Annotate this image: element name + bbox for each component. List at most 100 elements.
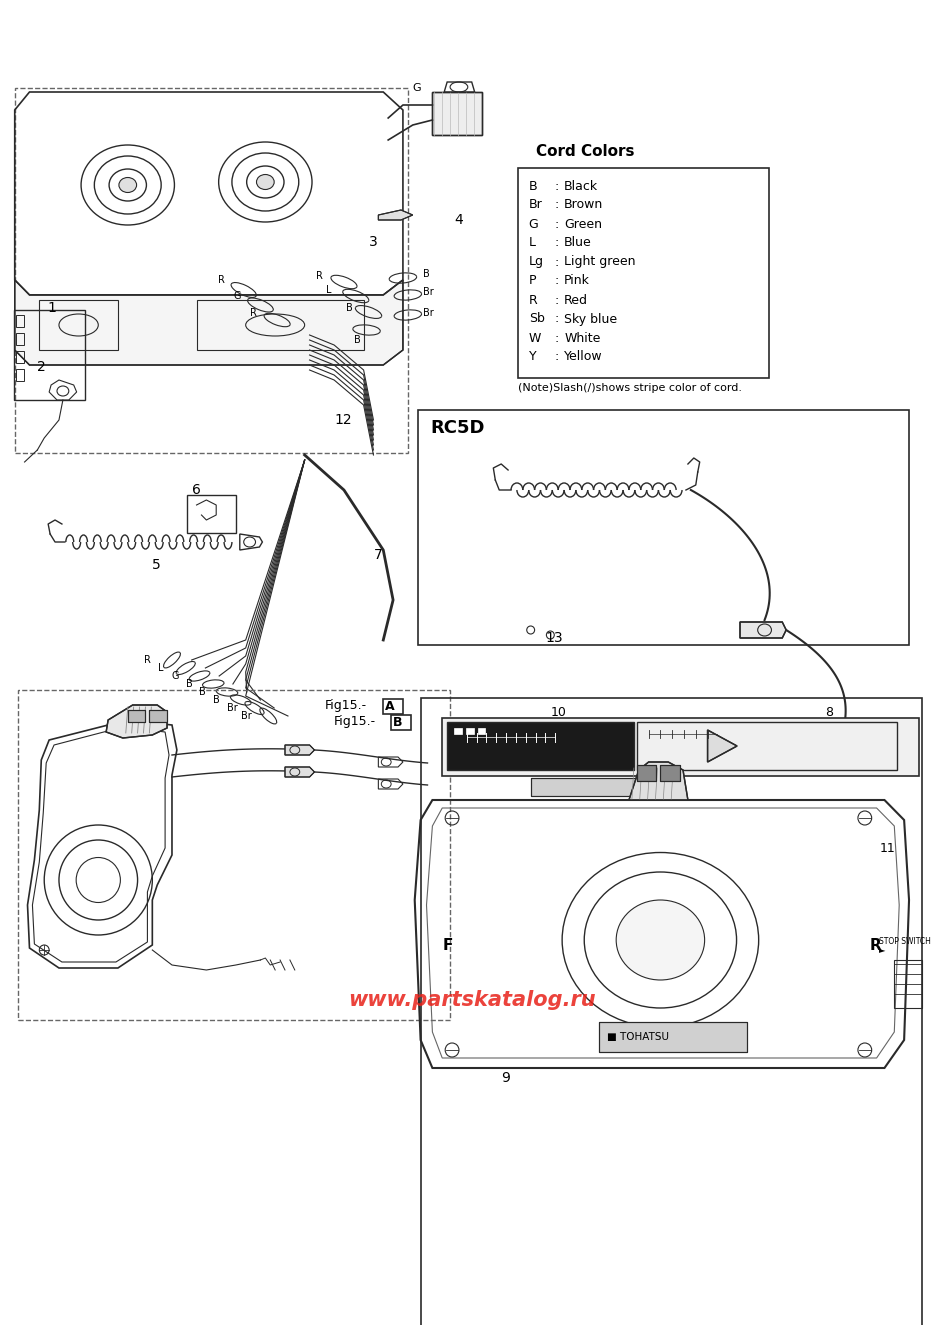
Polygon shape: [15, 280, 403, 364]
Text: 1: 1: [47, 301, 56, 315]
Text: Cord Colors: Cord Colors: [536, 144, 634, 159]
Bar: [391, 716, 411, 730]
Bar: [466, 727, 474, 734]
Text: Y: Y: [528, 351, 537, 363]
Bar: [478, 727, 485, 734]
Text: Lg: Lg: [528, 256, 543, 269]
Text: 9: 9: [501, 1071, 510, 1085]
Polygon shape: [285, 745, 315, 755]
Text: :: :: [555, 331, 558, 344]
Text: STOP SWITCH: STOP SWITCH: [879, 938, 931, 946]
Bar: [196, 299, 364, 350]
Text: Br: Br: [528, 199, 542, 212]
Text: 10: 10: [550, 705, 566, 718]
Text: Green: Green: [564, 217, 603, 231]
Text: W: W: [528, 331, 541, 344]
Text: 13: 13: [545, 631, 563, 645]
Text: B: B: [213, 696, 220, 705]
Text: :: :: [555, 236, 558, 249]
Text: Sb: Sb: [528, 313, 544, 326]
Text: B: B: [353, 335, 361, 345]
Ellipse shape: [617, 900, 705, 980]
Text: ■ TOHATSU: ■ TOHATSU: [607, 1032, 669, 1041]
Bar: [16, 315, 24, 327]
Ellipse shape: [119, 178, 136, 192]
Bar: [531, 778, 668, 796]
Bar: [636, 722, 898, 770]
Text: R: R: [218, 276, 225, 285]
Bar: [636, 765, 656, 780]
Text: F: F: [442, 938, 452, 953]
Text: R: R: [870, 938, 882, 953]
Text: 11: 11: [880, 841, 895, 855]
Bar: [447, 722, 634, 770]
Bar: [15, 87, 408, 453]
Text: ►: ►: [879, 946, 885, 954]
Text: RC5D: RC5D: [431, 419, 485, 437]
Text: B: B: [528, 179, 538, 192]
Text: B: B: [199, 686, 206, 697]
Text: 7: 7: [373, 549, 383, 562]
Text: R: R: [528, 294, 538, 306]
Text: R: R: [145, 655, 151, 665]
Bar: [420, 698, 922, 1325]
Bar: [442, 718, 919, 776]
Bar: [531, 778, 668, 796]
Text: G: G: [413, 83, 421, 93]
Polygon shape: [106, 705, 167, 738]
Text: Red: Red: [564, 294, 588, 306]
Text: G: G: [234, 292, 242, 301]
Bar: [128, 710, 146, 722]
Bar: [18, 690, 450, 1020]
Bar: [636, 765, 656, 780]
Text: 8: 8: [825, 705, 834, 718]
Text: Fig15.-: Fig15.-: [334, 716, 376, 729]
Bar: [518, 168, 769, 378]
Polygon shape: [285, 767, 315, 776]
Text: :: :: [555, 256, 558, 269]
Text: :: :: [555, 294, 558, 306]
Text: 4: 4: [454, 213, 462, 227]
Text: Pink: Pink: [564, 274, 590, 288]
Text: B: B: [423, 269, 430, 280]
Polygon shape: [740, 621, 786, 639]
Text: 5: 5: [152, 558, 161, 572]
Text: Br: Br: [423, 288, 433, 297]
Bar: [128, 710, 146, 722]
Bar: [149, 710, 167, 722]
Text: Sky blue: Sky blue: [564, 313, 618, 326]
Text: L: L: [528, 236, 536, 249]
Bar: [16, 368, 24, 382]
Bar: [16, 333, 24, 344]
Ellipse shape: [257, 175, 274, 189]
Text: 2: 2: [38, 360, 46, 374]
Text: Light green: Light green: [564, 256, 635, 269]
Text: Yellow: Yellow: [564, 351, 603, 363]
Text: :: :: [555, 274, 558, 288]
Text: P: P: [528, 274, 536, 288]
Bar: [661, 765, 680, 780]
Bar: [149, 710, 167, 722]
Polygon shape: [379, 209, 413, 220]
Text: (Note)Slash(/)shows stripe color of cord.: (Note)Slash(/)shows stripe color of cord…: [518, 383, 742, 394]
Bar: [661, 765, 680, 780]
Bar: [600, 1022, 747, 1052]
Text: www.partskatalog.ru: www.partskatalog.ru: [348, 990, 596, 1010]
Bar: [14, 310, 85, 400]
Text: G: G: [528, 217, 539, 231]
Text: B: B: [186, 678, 193, 689]
Text: G: G: [172, 670, 180, 681]
Bar: [454, 727, 462, 734]
Text: B: B: [393, 717, 402, 730]
Text: :: :: [555, 217, 558, 231]
Text: Br: Br: [227, 704, 238, 713]
Text: :: :: [555, 351, 558, 363]
Polygon shape: [708, 730, 737, 762]
Text: L: L: [158, 662, 164, 673]
Text: Br: Br: [423, 307, 433, 318]
Bar: [417, 409, 909, 645]
Bar: [600, 1022, 747, 1052]
Text: Fig15.-: Fig15.-: [324, 700, 367, 713]
Text: B: B: [346, 303, 352, 313]
Bar: [39, 299, 118, 350]
